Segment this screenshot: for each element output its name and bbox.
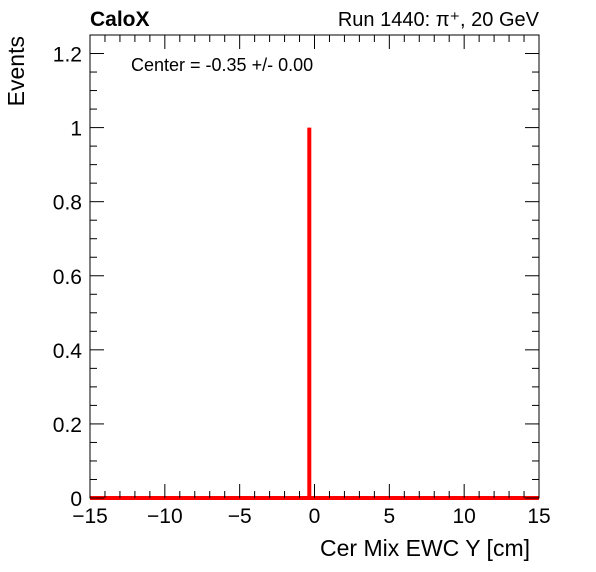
y-tick-label: 0.2 xyxy=(53,414,82,437)
x-tick-label: 10 xyxy=(452,505,475,528)
y-tick-label: 1.2 xyxy=(53,44,82,67)
x-axis-title: Cer Mix EWC Y [cm] xyxy=(320,535,530,561)
y-tick-label: 0.6 xyxy=(53,266,82,289)
y-tick-label: 0 xyxy=(70,488,82,511)
series-line-0 xyxy=(90,127,539,500)
y-tick-label: 1 xyxy=(70,118,82,141)
fit-annotation: Center = -0.35 +/- 0.00 xyxy=(131,55,313,75)
y-tick-label: 0.8 xyxy=(53,192,82,215)
x-tick-label: −15 xyxy=(72,505,108,528)
title-right: Run 1440: π⁺, 20 GeV xyxy=(338,9,540,31)
x-tick-label: 0 xyxy=(309,505,321,528)
x-tick-label: 5 xyxy=(383,505,395,528)
x-tick-label: −5 xyxy=(228,505,252,528)
plot-frame xyxy=(89,34,540,499)
x-tick-label: 15 xyxy=(527,505,550,528)
x-tick-label: −10 xyxy=(147,505,183,528)
title-left: CaloX xyxy=(90,8,150,31)
y-tick-label: 0.4 xyxy=(53,340,83,363)
y-axis-title: Events xyxy=(3,36,29,106)
